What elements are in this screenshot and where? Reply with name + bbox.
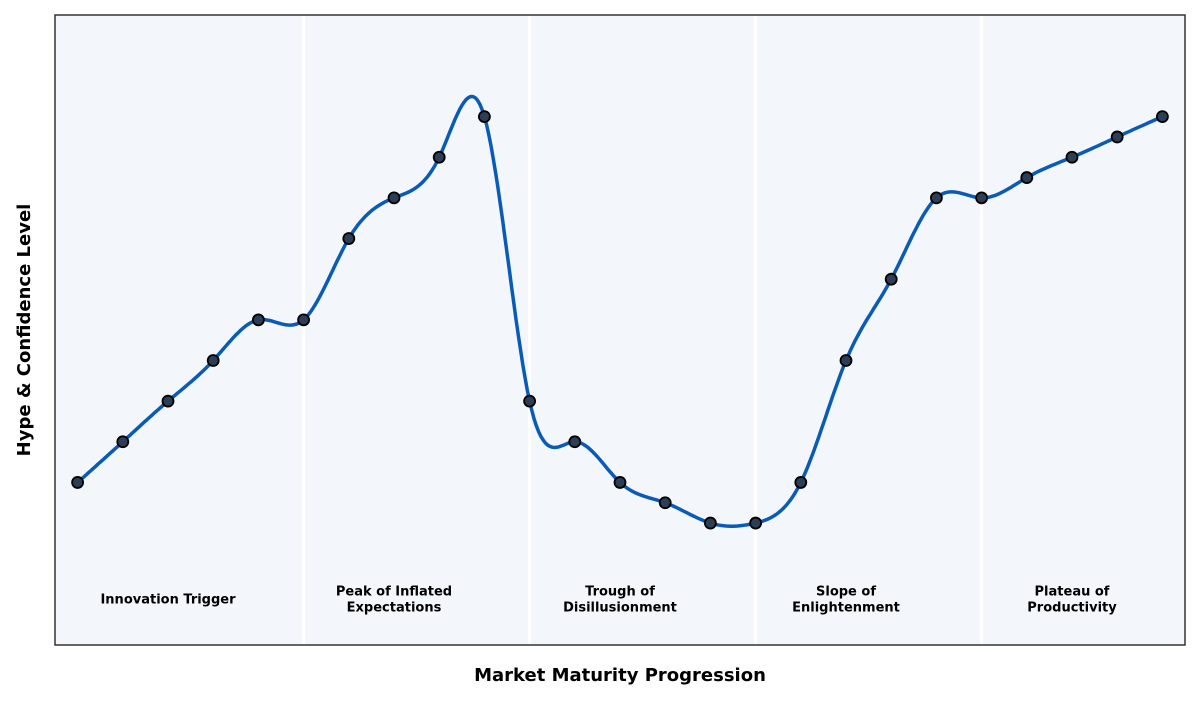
data-point xyxy=(839,354,853,367)
data-point xyxy=(1020,171,1034,184)
data-point xyxy=(251,313,265,327)
data-point xyxy=(71,476,84,489)
data-point xyxy=(297,313,311,327)
data-point xyxy=(613,476,627,489)
y-axis-label: Hype & Confidence Level xyxy=(14,204,35,457)
data-point xyxy=(975,191,988,205)
phase-dividers xyxy=(302,15,984,645)
data-point xyxy=(342,232,356,245)
data-point xyxy=(432,150,446,164)
data-point xyxy=(884,272,898,286)
phase-label: Plateau of Productivity xyxy=(1027,584,1117,615)
data-point xyxy=(930,191,943,205)
data-point xyxy=(658,496,672,510)
data-point xyxy=(794,476,808,489)
data-point xyxy=(116,435,130,449)
data-point xyxy=(523,394,536,408)
data-point xyxy=(704,516,717,530)
data-point xyxy=(206,354,220,367)
data-point xyxy=(1065,150,1079,164)
data-point xyxy=(1156,110,1169,124)
data-point xyxy=(1110,130,1124,144)
x-axis-label: Market Maturity Progression xyxy=(474,665,766,686)
plot-background xyxy=(55,15,1185,645)
data-point xyxy=(161,394,175,408)
data-point xyxy=(477,110,491,124)
phase-label: Slope of Enlightenment xyxy=(792,584,900,615)
data-markers xyxy=(71,110,1169,530)
data-point xyxy=(387,191,401,205)
phase-label: Trough of Disillusionment xyxy=(563,584,677,615)
plot-frame xyxy=(54,14,1186,646)
phase-label: Peak of Inflated Expectations xyxy=(336,584,452,615)
phase-labels: Innovation Trigger Peak of Inflated Expect… xyxy=(100,584,1117,615)
phase-label: Innovation Trigger xyxy=(100,592,236,607)
data-point xyxy=(568,435,582,449)
data-point xyxy=(749,516,762,530)
